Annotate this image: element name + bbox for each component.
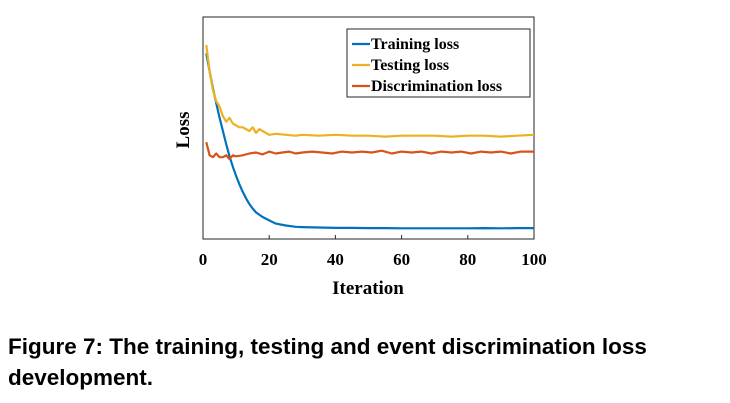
x-tick-label: 0 (199, 250, 208, 269)
caption-line-2: development. (8, 365, 154, 390)
x-ticks: 0 20 40 60 80 100 (199, 235, 547, 269)
x-tick-label: 60 (393, 250, 410, 269)
legend: Training loss Testing loss Discrimination … (346, 28, 531, 98)
series-line-testing-loss (205, 44, 535, 138)
series-line-discrimination-loss (205, 141, 534, 161)
legend-box (346, 28, 531, 98)
x-tick-label: 20 (261, 250, 278, 269)
legend-entry: Training loss (371, 36, 459, 53)
caption-line-1: Figure 7: The training, testing and even… (8, 334, 647, 359)
series-line-training-loss (205, 53, 534, 230)
x-axis-label: Iteration (332, 278, 404, 299)
x-tick-label: 100 (521, 250, 547, 269)
figure-caption: Figure 7: The training, testing and even… (8, 331, 723, 393)
x-tick-label: 80 (459, 250, 476, 269)
loss-chart: 0 20 40 60 80 100 Iteration Loss Training los… (173, 16, 547, 299)
legend-entry: Testing loss (371, 57, 449, 74)
legend-entry: Discrimination loss (371, 78, 502, 95)
x-tick-label: 40 (327, 250, 344, 269)
y-axis-label: Loss (173, 112, 194, 149)
series-lines (205, 44, 535, 230)
